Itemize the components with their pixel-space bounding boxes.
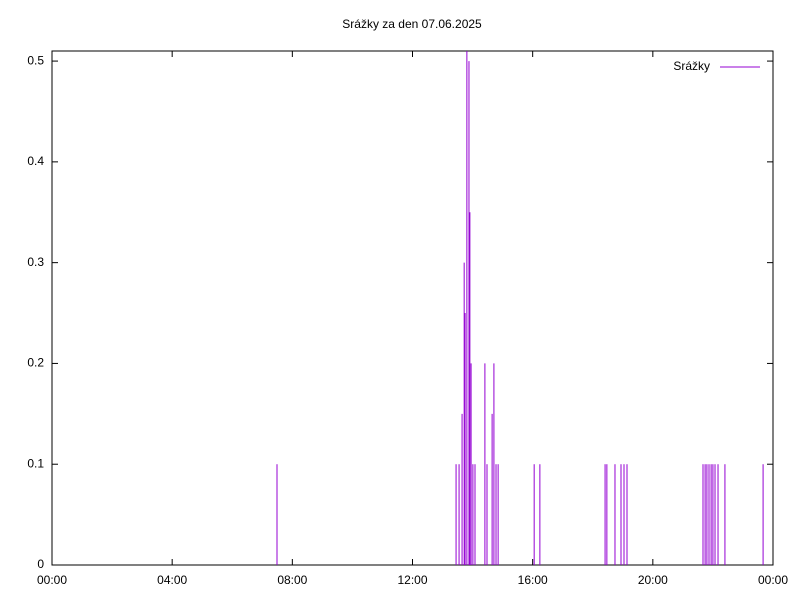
- x-tick-label: 08:00: [277, 573, 307, 587]
- plot-frame: [51, 50, 774, 566]
- legend-label: Srážky: [673, 59, 710, 73]
- x-tick-label: 00:00: [37, 573, 67, 587]
- x-tick-label: 20:00: [638, 573, 668, 587]
- chart-title: Srážky za den 07.06.2025: [342, 17, 482, 31]
- y-tick-label: 0: [37, 557, 44, 571]
- y-tick-label: 0.4: [27, 154, 44, 168]
- y-tick-label: 0.1: [27, 456, 44, 470]
- plot-area: [276, 51, 764, 565]
- y-tick-label: 0.5: [27, 53, 44, 67]
- x-tick-label: 16:00: [518, 573, 548, 587]
- x-tick-label: 12:00: [397, 573, 427, 587]
- x-tick-label: 04:00: [157, 573, 187, 587]
- x-tick-label: 00:00: [758, 573, 788, 587]
- y-tick-label: 0.2: [27, 356, 44, 370]
- y-tick-label: 0.3: [27, 255, 44, 269]
